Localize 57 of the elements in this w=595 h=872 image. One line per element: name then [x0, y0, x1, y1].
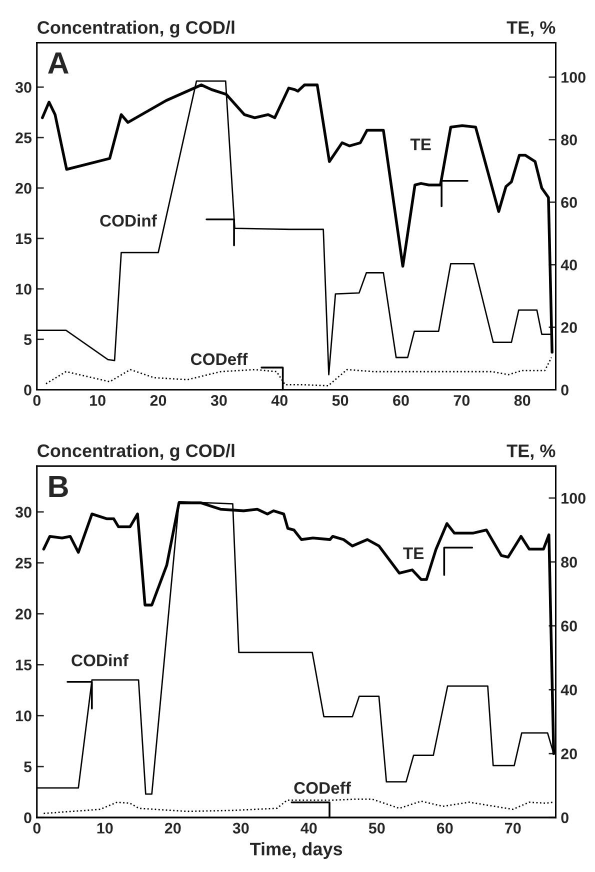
- x-tick-label: 80: [514, 395, 530, 406]
- x-tick-label: 10: [90, 395, 106, 406]
- y-tick-label: 5: [24, 762, 32, 772]
- x-tick-label: 50: [332, 395, 348, 406]
- y-tick-label: 30: [15, 82, 32, 93]
- y-tick-label: 20: [16, 608, 32, 620]
- y2-tick-label: 80: [561, 134, 577, 146]
- y-tick-label: 20: [16, 182, 32, 194]
- y-axis-title: Concentration, g COD/l: [38, 20, 234, 38]
- annotation: CODinf: [100, 214, 157, 227]
- y2-tick-label: 40: [560, 684, 577, 696]
- x-tick-label: 50: [368, 822, 385, 834]
- y-tick-label: 15: [16, 660, 32, 670]
- y-tick-label: 10: [16, 284, 32, 295]
- y2-tick-label: 60: [561, 197, 577, 208]
- y-tick-label: 10: [16, 710, 32, 722]
- x-tick-label: 30: [210, 395, 227, 406]
- x-tick-label: 20: [150, 395, 166, 406]
- x-tick-label: 60: [393, 395, 409, 406]
- x-tick-label: 30: [232, 822, 249, 834]
- y2-tick-label: 80: [561, 556, 577, 568]
- x-tick-label: 70: [505, 822, 521, 834]
- line-series: [42, 798, 554, 814]
- annotation: B: [49, 476, 68, 498]
- y-tick-label: 0: [24, 384, 32, 396]
- annotation: CODeff: [190, 352, 248, 366]
- y2-tick-label: 20: [561, 748, 577, 760]
- x-tick-label: 20: [164, 822, 181, 834]
- y-tick-label: 25: [16, 558, 32, 569]
- y2-tick-label: 20: [561, 322, 577, 333]
- y2-tick-label: 100: [562, 492, 586, 504]
- annotation: TE: [403, 547, 424, 559]
- x-tick-label: 10: [97, 822, 113, 834]
- y-tick-label: 5: [24, 334, 32, 346]
- x-tick-label: 70: [454, 395, 470, 406]
- y-axis-title: Concentration, g COD/l: [38, 444, 234, 461]
- y2-tick-label: 100: [562, 72, 586, 83]
- x-tick-label: 0: [33, 395, 41, 406]
- annotation: A: [48, 52, 69, 74]
- y2-axis-title: TE, %: [506, 444, 556, 460]
- annotation: TE: [410, 138, 431, 150]
- y2-tick-label: 0: [561, 812, 568, 824]
- y-tick-label: 15: [16, 233, 32, 244]
- y2-axis-title: TE, %: [506, 21, 556, 37]
- x-tick-label: 40: [300, 822, 317, 834]
- annotation: CODeff: [294, 782, 351, 794]
- y-tick-label: 0: [24, 812, 32, 824]
- x-tick-label: 0: [33, 822, 41, 834]
- y-tick-label: 30: [15, 506, 32, 518]
- annotation: CODinf: [72, 654, 128, 666]
- x-tick-label: 40: [271, 395, 288, 406]
- y-tick-label: 25: [16, 132, 32, 144]
- x-tick-label: 60: [436, 822, 453, 834]
- y2-tick-label: 60: [561, 620, 577, 632]
- x-axis-title: Time, days: [250, 842, 342, 859]
- y2-tick-label: 0: [561, 384, 568, 396]
- y2-tick-label: 40: [560, 260, 577, 270]
